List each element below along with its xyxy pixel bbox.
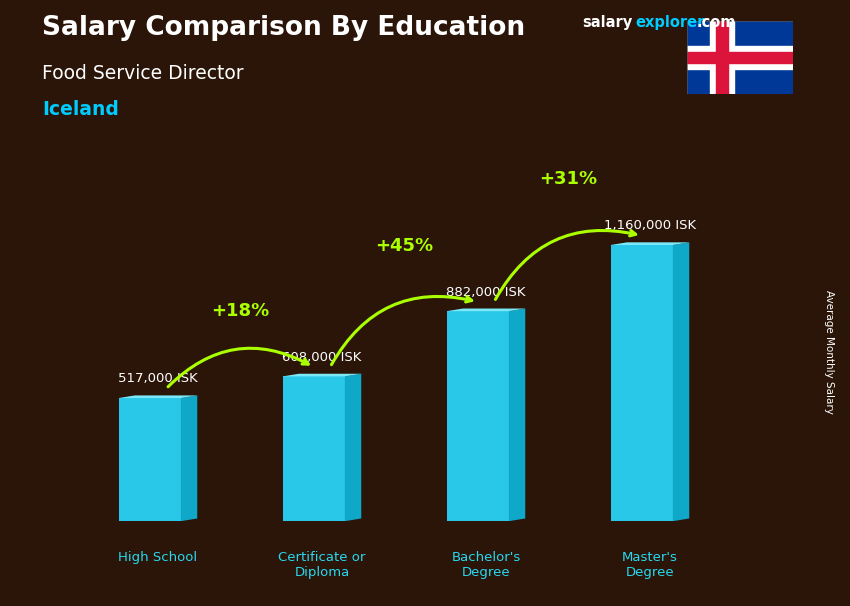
Text: Average Monthly Salary: Average Monthly Salary [824,290,834,413]
Polygon shape [345,374,361,521]
Bar [446,311,509,521]
Polygon shape [610,242,689,245]
Bar [687,47,793,68]
Bar [282,376,345,521]
Polygon shape [282,374,361,376]
Text: High School: High School [118,551,197,564]
Text: +45%: +45% [375,236,433,255]
Text: Iceland: Iceland [42,100,119,119]
Text: 882,000 ISK: 882,000 ISK [446,285,525,299]
Text: .com: .com [696,15,735,30]
Bar [610,245,673,521]
Bar [687,52,793,63]
Text: salary: salary [582,15,632,30]
Polygon shape [673,242,689,521]
Polygon shape [446,308,525,311]
Text: Master's
Degree: Master's Degree [622,551,677,579]
Text: 1,160,000 ISK: 1,160,000 ISK [604,219,696,232]
Bar [717,21,728,94]
Polygon shape [509,308,525,521]
Text: 608,000 ISK: 608,000 ISK [282,351,361,364]
Text: Bachelor's
Degree: Bachelor's Degree [451,551,520,579]
Bar [118,398,181,521]
Polygon shape [118,395,197,398]
Text: explorer: explorer [635,15,705,30]
Text: Salary Comparison By Education: Salary Comparison By Education [42,15,525,41]
Polygon shape [181,395,197,521]
Text: Certificate or
Diploma: Certificate or Diploma [278,551,366,579]
Text: +31%: +31% [539,170,597,188]
Text: +18%: +18% [211,302,269,320]
Text: 517,000 ISK: 517,000 ISK [118,373,198,385]
Bar [711,21,734,94]
Text: Food Service Director: Food Service Director [42,64,244,82]
